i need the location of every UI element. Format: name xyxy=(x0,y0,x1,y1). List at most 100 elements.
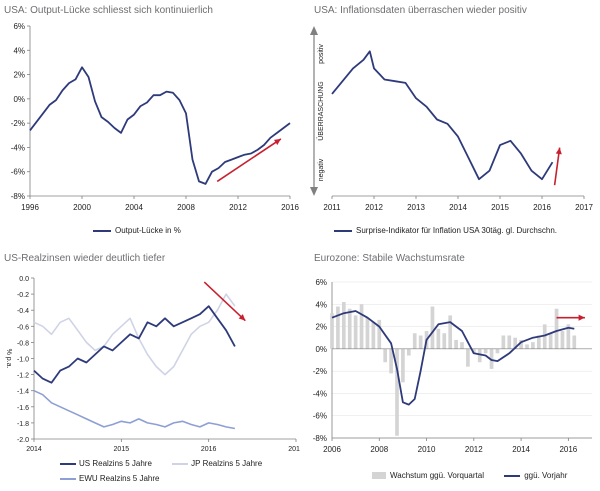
x-tick-label: 2016 xyxy=(533,203,551,212)
y-tick-label: 2% xyxy=(315,323,327,332)
y-tick-label: -0.4 xyxy=(17,308,29,315)
bar xyxy=(406,348,411,356)
chart-real-rates: 0.0 -0.2 -0.4 -0.6 -0.8 -1.0 -1.2 -1.4 -1.6 -1.8 -… xyxy=(5,276,300,453)
bar xyxy=(336,306,340,349)
bar xyxy=(477,348,482,363)
bar xyxy=(466,348,470,367)
y-tick-label: 6% xyxy=(315,278,327,287)
trend-arrow-head xyxy=(273,138,281,145)
y-tick-label: 4% xyxy=(315,300,327,309)
bar xyxy=(330,313,334,349)
bar xyxy=(448,315,453,349)
bar xyxy=(548,333,553,349)
y-tick-label: -1.8 xyxy=(17,421,29,428)
x-tick-label: 2013 xyxy=(407,203,425,212)
bar xyxy=(389,348,393,374)
y-tick-label: 4% xyxy=(13,46,25,55)
series-yoy xyxy=(331,310,575,406)
y-tick-label: -1.4 xyxy=(17,389,29,396)
y-tick-label: -1.6 xyxy=(17,405,29,412)
y-tick-label: 6% xyxy=(13,22,25,31)
x-tick-label: 2000 xyxy=(73,203,91,212)
y-tick-label: -0.6 xyxy=(17,324,29,331)
legend-output-gap-label: Output-Lücke in % xyxy=(115,226,181,235)
legend-real-rates-row1: US Realzins 5 Jahre JP Realzins 5 Jahre xyxy=(60,459,262,468)
panel3-title: US-Realzinsen wieder deutlich tiefer xyxy=(4,253,166,264)
bar xyxy=(560,331,565,349)
bar xyxy=(507,335,512,349)
bar xyxy=(454,339,458,349)
bar xyxy=(365,317,370,349)
surprise-axis-up-arrow xyxy=(310,26,318,35)
x-tick-label: 2012 xyxy=(229,203,247,212)
bar xyxy=(412,333,417,349)
bar xyxy=(353,315,358,349)
legend-real-rates-row2: EWU Realzins 5 Jahre xyxy=(60,474,159,483)
bar xyxy=(377,319,382,349)
y-tick-label: 2% xyxy=(13,71,25,80)
trend-arrow xyxy=(553,147,561,186)
bar xyxy=(460,342,464,349)
x-tick-label: 2016 xyxy=(281,203,299,212)
bar xyxy=(430,306,435,349)
x-tick-label: 2008 xyxy=(370,445,388,454)
trend-arrow-head xyxy=(555,147,562,155)
y-tick-label: 0% xyxy=(13,95,25,104)
legend-output-gap: Output-Lücke in % xyxy=(93,226,181,235)
bar xyxy=(347,308,352,349)
legend-jp-swatch xyxy=(172,462,189,465)
bar xyxy=(442,333,447,349)
chart-inflation-surprise: 2011 2012 2013 2014 2015 2016 2017 ÜBERRASCHUNG… xyxy=(310,26,593,212)
x-tick-label: 2016 xyxy=(559,445,577,454)
bar xyxy=(418,335,423,349)
x-tick-label: 2014 xyxy=(449,203,467,212)
legend-bar-swatch xyxy=(372,472,386,480)
legend-line-swatch xyxy=(504,474,521,477)
legend-us-swatch xyxy=(60,462,76,465)
x-tick-label: 2006 xyxy=(323,445,341,454)
bar xyxy=(536,335,541,349)
bar xyxy=(489,348,494,369)
y-tick-label: -8% xyxy=(313,434,327,443)
y-tick-label: -8% xyxy=(11,192,25,201)
bar xyxy=(513,337,518,349)
bar xyxy=(519,339,523,349)
trend-arrow xyxy=(203,281,246,322)
bar xyxy=(495,348,500,354)
bar xyxy=(395,348,399,436)
surprise-axis-top-label: positiv xyxy=(318,44,325,64)
bar xyxy=(542,324,547,349)
y-tick-label: -6% xyxy=(313,412,327,421)
bar xyxy=(383,348,388,363)
y-tick-label: -2% xyxy=(313,367,327,376)
y-tick-label: 0% xyxy=(315,345,327,354)
trend-arrow-head xyxy=(238,314,246,321)
trend-arrow xyxy=(216,138,282,183)
legend-inflation: Surprise-Indikator für Inflation USA 30t… xyxy=(334,226,557,235)
x-tick-label: 2011 xyxy=(323,203,341,212)
x-tick-label: 2015 xyxy=(114,446,130,453)
legend-ewu-label: EWU Realzins 5 Jahre xyxy=(79,474,160,483)
y-tick-label: -1.0 xyxy=(17,357,29,364)
chart-eurozone-growth: 6% 4% 2% 0% -2% -4% -6% -8% 2006 2008 2010 2012 2014… xyxy=(313,278,592,454)
legend-bar-label: Wachstum ggü. Vorquartal xyxy=(390,471,484,480)
x-tick-label: 1996 xyxy=(21,203,39,212)
x-tick-label: 2014 xyxy=(512,445,530,454)
panel2-title: USA: Inflationsdaten überraschen wieder … xyxy=(314,5,527,16)
bar xyxy=(401,348,405,383)
bar xyxy=(501,335,506,349)
x-tick-label: 2012 xyxy=(465,445,483,454)
chart-output-gap: 6% 4% 2% 0% -2% -4% -6% -8% 1996 2000 2004 2008 2012… xyxy=(11,22,300,212)
legend-line-label: ggü. Vorjahr xyxy=(524,471,568,480)
series-jp xyxy=(33,293,236,376)
x-tick-label: 2004 xyxy=(125,203,143,212)
y-tick-label: -4% xyxy=(11,143,25,152)
x-tick-label: 2017 xyxy=(288,446,300,453)
x-tick-label: 2016 xyxy=(201,446,217,453)
legend-jp-label: JP Realzins 5 Jahre xyxy=(191,459,263,468)
legend-line-swatch xyxy=(93,229,111,232)
bar xyxy=(531,342,535,349)
legend-eurozone: Wachstum ggü. Vorquartal ggü. Vorjahr xyxy=(372,471,567,480)
bar xyxy=(471,348,476,354)
bar xyxy=(483,348,488,354)
